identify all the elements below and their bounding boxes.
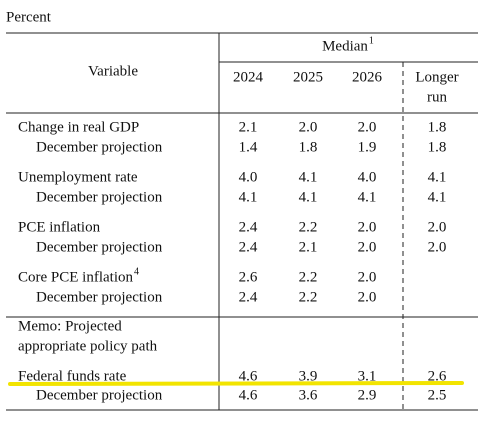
cell-value: 2.0 (299, 119, 318, 135)
variable-label: Core PCE inflation (18, 269, 133, 285)
cell-value: 1.8 (428, 139, 447, 155)
december-label: December projection (36, 189, 163, 205)
december-label: December projection (36, 239, 163, 255)
cell-value: 2.1 (299, 239, 318, 255)
cell-value: 2.4 (239, 219, 258, 235)
cell-value: 4.6 (239, 387, 258, 403)
memo-label: Memo: Projected (18, 318, 122, 334)
december-label: December projection (36, 289, 163, 305)
cell-value: 3.6 (299, 387, 318, 403)
cell-value: 2.6 (428, 368, 447, 384)
unit-label: Percent (6, 9, 52, 25)
cell-value: 2.5 (428, 387, 447, 403)
cell-value: 4.1 (299, 189, 318, 205)
footnote-mark: 4 (134, 266, 139, 277)
cell-value: 2.0 (428, 239, 447, 255)
longer-run-header: Longer (415, 69, 458, 85)
cell-value: 2.0 (358, 119, 377, 135)
cell-value: 4.0 (239, 169, 258, 185)
cell-value: 2.0 (358, 239, 377, 255)
variable-label: Federal funds rate (18, 368, 127, 384)
cell-value: 4.1 (358, 189, 377, 205)
cell-value: 2.0 (428, 219, 447, 235)
cell-value: 2.6 (239, 269, 258, 285)
cell-value: 4.6 (239, 368, 258, 384)
median-header: Median (322, 38, 368, 54)
cell-value: 1.4 (239, 139, 258, 155)
cell-value: 1.9 (358, 139, 377, 155)
cell-value: 4.1 (239, 189, 258, 205)
variable-header: Variable (88, 63, 138, 79)
december-label: December projection (36, 387, 163, 403)
cell-value: 4.1 (428, 169, 447, 185)
december-label: December projection (36, 139, 163, 155)
cell-value: 1.8 (428, 119, 447, 135)
longer-run-header: run (427, 89, 447, 105)
highlight-underline (8, 381, 464, 386)
variable-label: Change in real GDP (18, 119, 139, 135)
cell-value: 3.9 (299, 368, 318, 384)
cell-value: 4.1 (428, 189, 447, 205)
memo-label: appropriate policy path (18, 338, 158, 354)
variable-label: Unemployment rate (18, 169, 138, 185)
footnote-mark: 1 (369, 35, 374, 46)
cell-value: 1.8 (299, 139, 318, 155)
cell-value: 2.9 (358, 387, 377, 403)
year-header: 2026 (352, 69, 383, 85)
cell-value: 2.4 (239, 289, 258, 305)
cell-value: 2.0 (358, 219, 377, 235)
cell-value: 2.2 (299, 289, 318, 305)
cell-value: 2.4 (239, 239, 258, 255)
cell-value: 2.1 (239, 119, 258, 135)
year-header: 2024 (233, 69, 264, 85)
cell-value: 3.1 (358, 368, 377, 384)
cell-value: 4.0 (358, 169, 377, 185)
cell-value: 2.2 (299, 269, 318, 285)
cell-value: 4.1 (299, 169, 318, 185)
cell-value: 2.0 (358, 269, 377, 285)
cell-value: 2.0 (358, 289, 377, 305)
year-header: 2025 (293, 69, 323, 85)
variable-label: PCE inflation (18, 219, 101, 235)
cell-value: 2.2 (299, 219, 318, 235)
